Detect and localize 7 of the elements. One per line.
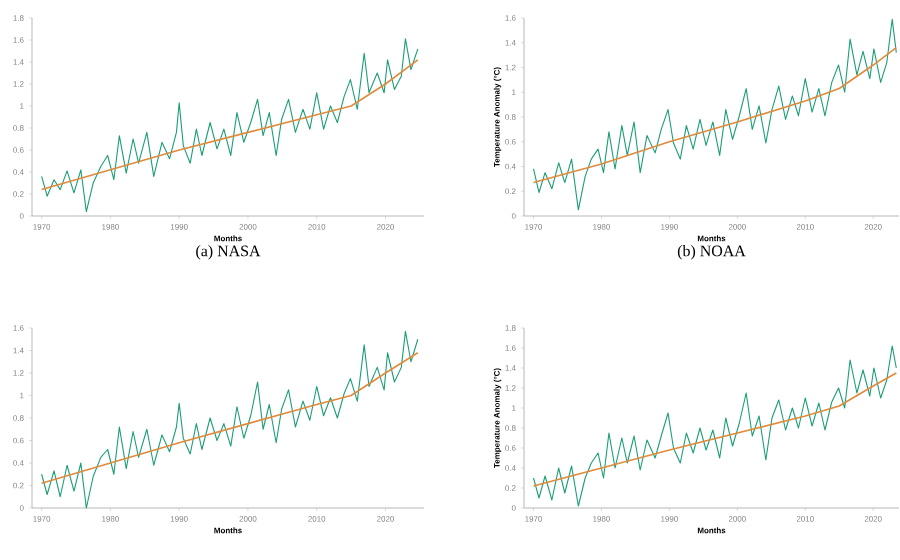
line-series: [532, 372, 898, 487]
line-series: [41, 38, 419, 213]
line-series: [41, 330, 419, 509]
line-series: [40, 59, 419, 191]
line-series: [532, 46, 898, 184]
line-series: [532, 345, 897, 507]
line-series: [532, 18, 897, 211]
